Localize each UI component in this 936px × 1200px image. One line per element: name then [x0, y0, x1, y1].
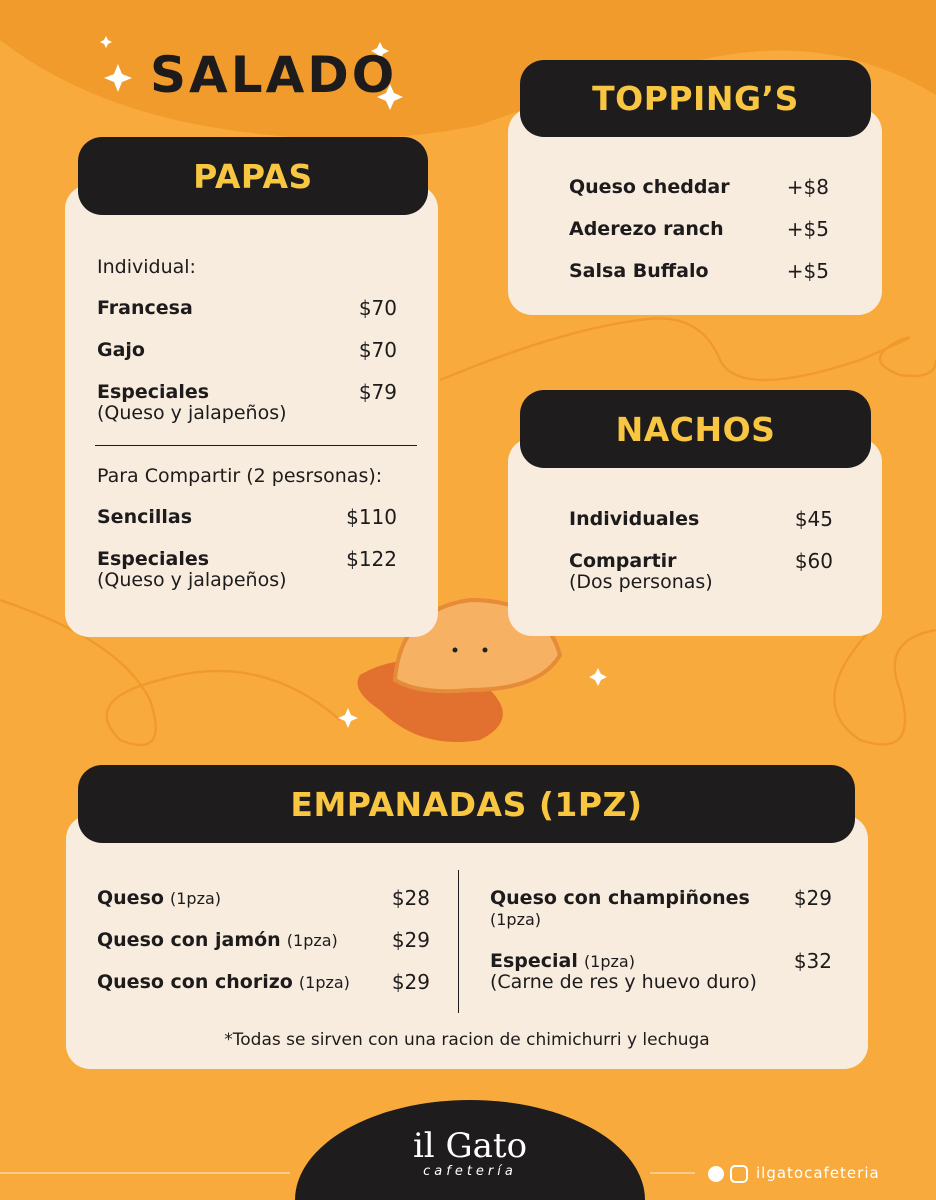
item-price: $29 [793, 886, 832, 910]
item-price: $32 [793, 949, 832, 973]
item-unit: (1pza) [169, 889, 222, 908]
brand-name: il Gato [412, 1126, 528, 1166]
toppings-list: Queso cheddar +$8 Aderezo ranch +$5 Salsa Bu… [569, 177, 829, 303]
menu-item: Queso cheddar +$8 [569, 177, 829, 198]
menu-item: Queso con chorizo (1pza) $29 [97, 972, 430, 993]
item-price: +$5 [786, 259, 829, 283]
footnote: *Todas se sirven con una racion de chimi… [224, 1030, 710, 1050]
item-text: Individuales [569, 509, 699, 530]
item-price: $29 [391, 970, 430, 994]
section-heading: PAPAS [78, 137, 428, 215]
group-label: Individual: [97, 256, 196, 278]
item-price: +$8 [786, 175, 829, 199]
item-price: +$5 [786, 217, 829, 241]
item-text: Gajo [97, 340, 145, 361]
item-price: $122 [346, 547, 397, 571]
menu-item: Aderezo ranch +$5 [569, 219, 829, 240]
item-text: Especial (1pza) (Carne de res y huevo dur… [490, 951, 757, 993]
item-price: $29 [391, 928, 430, 952]
item-unit: (1pza) [583, 952, 635, 971]
papas-list: Individual: Francesa $70 Gajo $70 Especiales(… [95, 256, 417, 612]
section-heading: EMPANADAS (1PZ) [78, 765, 855, 843]
item-note: (Queso y jalapeños) [97, 402, 287, 424]
group-label: Para Compartir (2 pesrsonas): [97, 465, 383, 487]
item-text: Salsa Buffalo [569, 261, 709, 282]
item-price: $110 [346, 505, 397, 529]
item-name: Especiales [97, 381, 210, 403]
item-price: $70 [358, 296, 397, 320]
item-name: Salsa Buffalo [569, 260, 709, 282]
nachos-list: Individuales $45 Compartir (Dos personas) $6… [569, 509, 833, 614]
empanadas-column: Queso (1pza) $28 Queso con jamón (1pza) $29… [97, 888, 430, 1014]
item-text: Queso cheddar [569, 177, 730, 198]
item-text: Queso con jamón (1pza) [97, 930, 338, 951]
nachos-card: Individuales $45 Compartir (Dos personas) $6… [508, 438, 882, 636]
menu-item: Especiales (Queso y jalapeños) $79 [97, 382, 397, 424]
item-name: Sencillas [97, 506, 193, 528]
section-heading: NACHOS [520, 390, 871, 468]
menu-item: Queso con champiñones (1pza) $29 [490, 888, 832, 930]
separator [95, 445, 417, 446]
menu-item: Salsa Buffalo +$5 [569, 261, 829, 282]
item-text: Queso con chorizo (1pza) [97, 972, 350, 993]
brand-logo: il Gato cafetería [370, 1128, 570, 1179]
item-price: $60 [794, 549, 833, 573]
section-heading: TOPPING’S [520, 60, 871, 137]
menu-item: Gajo $70 [97, 340, 397, 361]
menu-item: Especial (1pza) (Carne de res y huevo dur… [490, 951, 832, 993]
item-price: $28 [391, 886, 430, 910]
social-handle: ilgatocafeteria [756, 1164, 880, 1182]
item-text: Sencillas [97, 507, 192, 528]
item-text: Queso con champiñones (1pza) [490, 888, 770, 930]
empanadas-card: Queso (1pza) $28 Queso con jamón (1pza) $29… [66, 815, 868, 1069]
item-unit: (1pza) [298, 973, 350, 992]
menu-item: Individuales $45 [569, 509, 833, 530]
column-divider [458, 870, 459, 1013]
item-text: Aderezo ranch [569, 219, 724, 240]
menu-item: Francesa $70 [97, 298, 397, 319]
toppings-card: Queso cheddar +$8 Aderezo ranch +$5 Salsa Bu… [508, 108, 882, 315]
item-unit: (1pza) [490, 910, 542, 929]
item-name: Gajo [97, 339, 145, 361]
item-name: Queso [97, 887, 164, 909]
item-note: (Dos personas) [569, 571, 713, 593]
item-name: Especial [490, 950, 578, 972]
item-note: (Queso y jalapeños) [97, 569, 287, 591]
menu-item: Queso (1pza) $28 [97, 888, 430, 909]
item-unit: (1pza) [286, 931, 338, 950]
menu-item: Sencillas $110 [97, 507, 397, 528]
page-title: SALADO [150, 46, 398, 104]
item-price: $70 [358, 338, 397, 362]
papas-card: Individual: Francesa $70 Gajo $70 Especiales(… [65, 185, 438, 637]
item-text: Francesa [97, 298, 193, 319]
item-name: Queso con jamón [97, 929, 281, 951]
item-text: Especiales (Queso y jalapeños) [97, 382, 287, 424]
item-text: Especiales (Queso y jalapeños) [97, 549, 287, 591]
item-price: $79 [358, 380, 397, 404]
brand-tagline: cafetería [423, 1164, 517, 1179]
item-note: (Carne de res y huevo duro) [490, 971, 757, 993]
item-name: Aderezo ranch [569, 218, 724, 240]
item-name: Especiales [97, 548, 210, 570]
item-name: Queso con champiñones [490, 887, 750, 909]
menu-item: Queso con jamón (1pza) $29 [97, 930, 430, 951]
empanadas-column: Queso con champiñones (1pza) $29 Especial … [490, 888, 832, 1014]
item-name: Francesa [97, 297, 193, 319]
menu-item: Compartir (Dos personas) $60 [569, 551, 833, 593]
item-name: Compartir [569, 550, 677, 572]
menu-item: Especiales (Queso y jalapeños) $122 [97, 549, 397, 591]
item-text: Queso (1pza) [97, 888, 221, 909]
item-name: Queso cheddar [569, 176, 730, 198]
item-text: Compartir (Dos personas) [569, 551, 713, 593]
item-name: Individuales [569, 508, 700, 530]
item-name: Queso con chorizo [97, 971, 293, 993]
item-price: $45 [794, 507, 833, 531]
